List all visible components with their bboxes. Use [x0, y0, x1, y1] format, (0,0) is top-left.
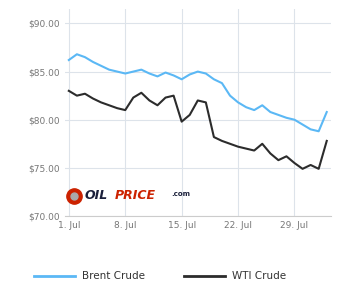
Text: OIL: OIL [85, 189, 108, 202]
Text: WTI Crude: WTI Crude [232, 271, 286, 281]
Text: .com: .com [171, 191, 190, 197]
Text: Brent Crude: Brent Crude [82, 271, 145, 281]
Text: PRICE: PRICE [115, 189, 156, 202]
